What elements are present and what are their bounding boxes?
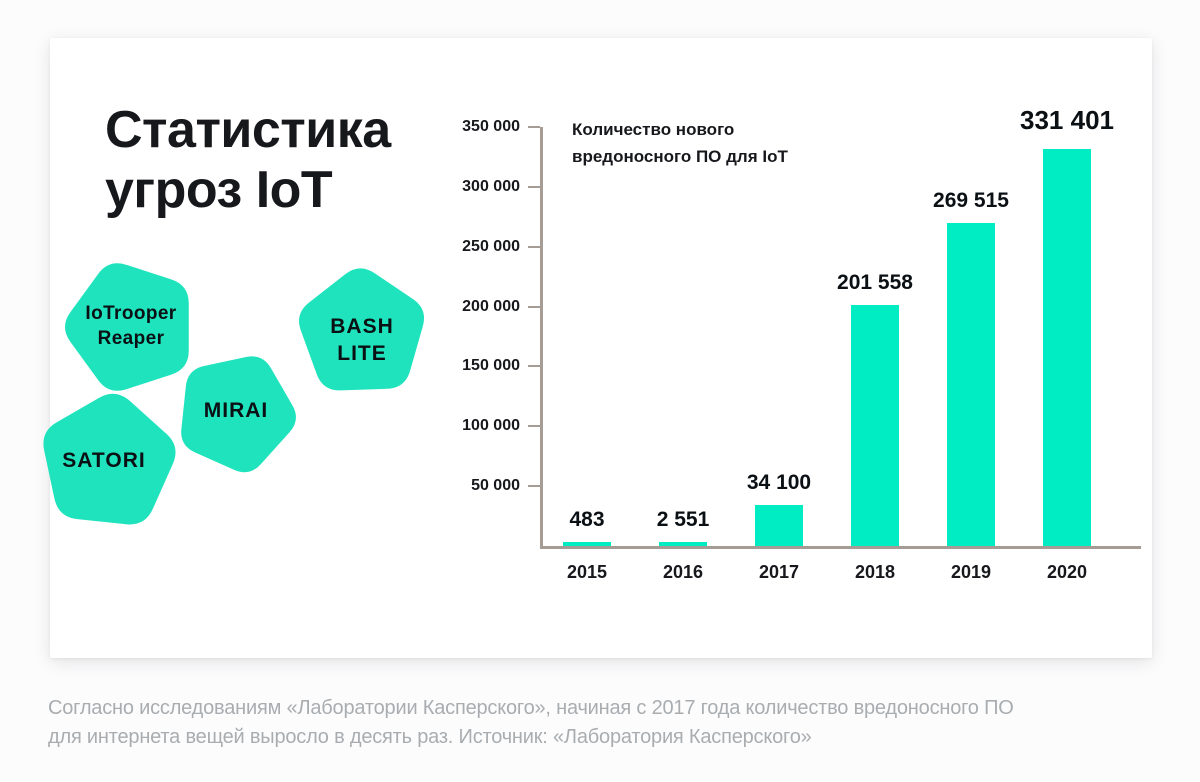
threat-label-satori: SATORI bbox=[62, 449, 146, 472]
x-axis-label-2015: 2015 bbox=[566, 562, 608, 582]
y-axis-tick-label: 350 000 bbox=[462, 118, 520, 135]
x-axis-line bbox=[540, 546, 1141, 549]
y-axis-tick-label: 200 000 bbox=[462, 297, 520, 315]
y-axis-tick bbox=[528, 245, 540, 248]
x-axis-label-2018: 2018 bbox=[854, 562, 896, 582]
bar-2015 bbox=[563, 542, 611, 546]
y-axis-tick-label: 50 000 bbox=[471, 477, 520, 495]
source-caption: Согласно исследованиям «Лаборатории Касп… bbox=[48, 694, 1188, 752]
bar-value-label: 201 558 bbox=[837, 270, 913, 294]
threat-label-bash-lite: BASH LITE bbox=[330, 315, 394, 365]
y-axis-tick-label: 150 000 bbox=[462, 357, 520, 375]
bar-2020 bbox=[1043, 149, 1091, 546]
x-axis-label-2020: 2020 bbox=[1046, 562, 1088, 582]
caption-line-1: Согласно исследованиям «Лаборатории Касп… bbox=[48, 697, 1014, 719]
y-axis-tick bbox=[528, 425, 540, 428]
bar-2016 bbox=[659, 542, 707, 546]
x-axis-label-2017: 2017 bbox=[758, 562, 800, 582]
bar-2017 bbox=[755, 505, 803, 546]
threat-label-mirai: MIRAI bbox=[203, 399, 269, 422]
y-axis-tick bbox=[528, 185, 540, 188]
page-title: Статистика угроз IoT bbox=[105, 101, 391, 219]
y-axis-tick bbox=[528, 485, 540, 488]
bar-value-label: 2 551 bbox=[656, 508, 710, 531]
x-axis-label-2016: 2016 bbox=[662, 562, 704, 582]
bar-value-label: 34 100 bbox=[746, 471, 812, 495]
y-axis-line bbox=[540, 127, 543, 549]
caption-line-2: для интернета вещей выросло в десять раз… bbox=[48, 726, 812, 748]
bar-value-label: 483 bbox=[569, 508, 605, 531]
bar-2018 bbox=[851, 304, 899, 546]
y-axis-tick-label: 300 000 bbox=[462, 177, 520, 195]
y-axis-tick-label: 100 000 bbox=[462, 417, 520, 435]
bar-value-label: 331 401 bbox=[1020, 105, 1114, 136]
y-axis-tick bbox=[528, 305, 540, 308]
threat-label-iotrooper-reaper: IoTrooper Reaper bbox=[85, 303, 177, 349]
y-axis-tick-label: 250 000 bbox=[462, 237, 520, 255]
y-axis-tick bbox=[528, 365, 540, 368]
y-axis-tick bbox=[528, 126, 540, 128]
chart-title: Количество нового вредоносного ПО для Io… bbox=[572, 120, 788, 166]
bar-value-label: 269 515 bbox=[933, 189, 1009, 213]
x-axis-label-2019: 2019 bbox=[950, 562, 992, 582]
bar-2019 bbox=[947, 223, 995, 546]
